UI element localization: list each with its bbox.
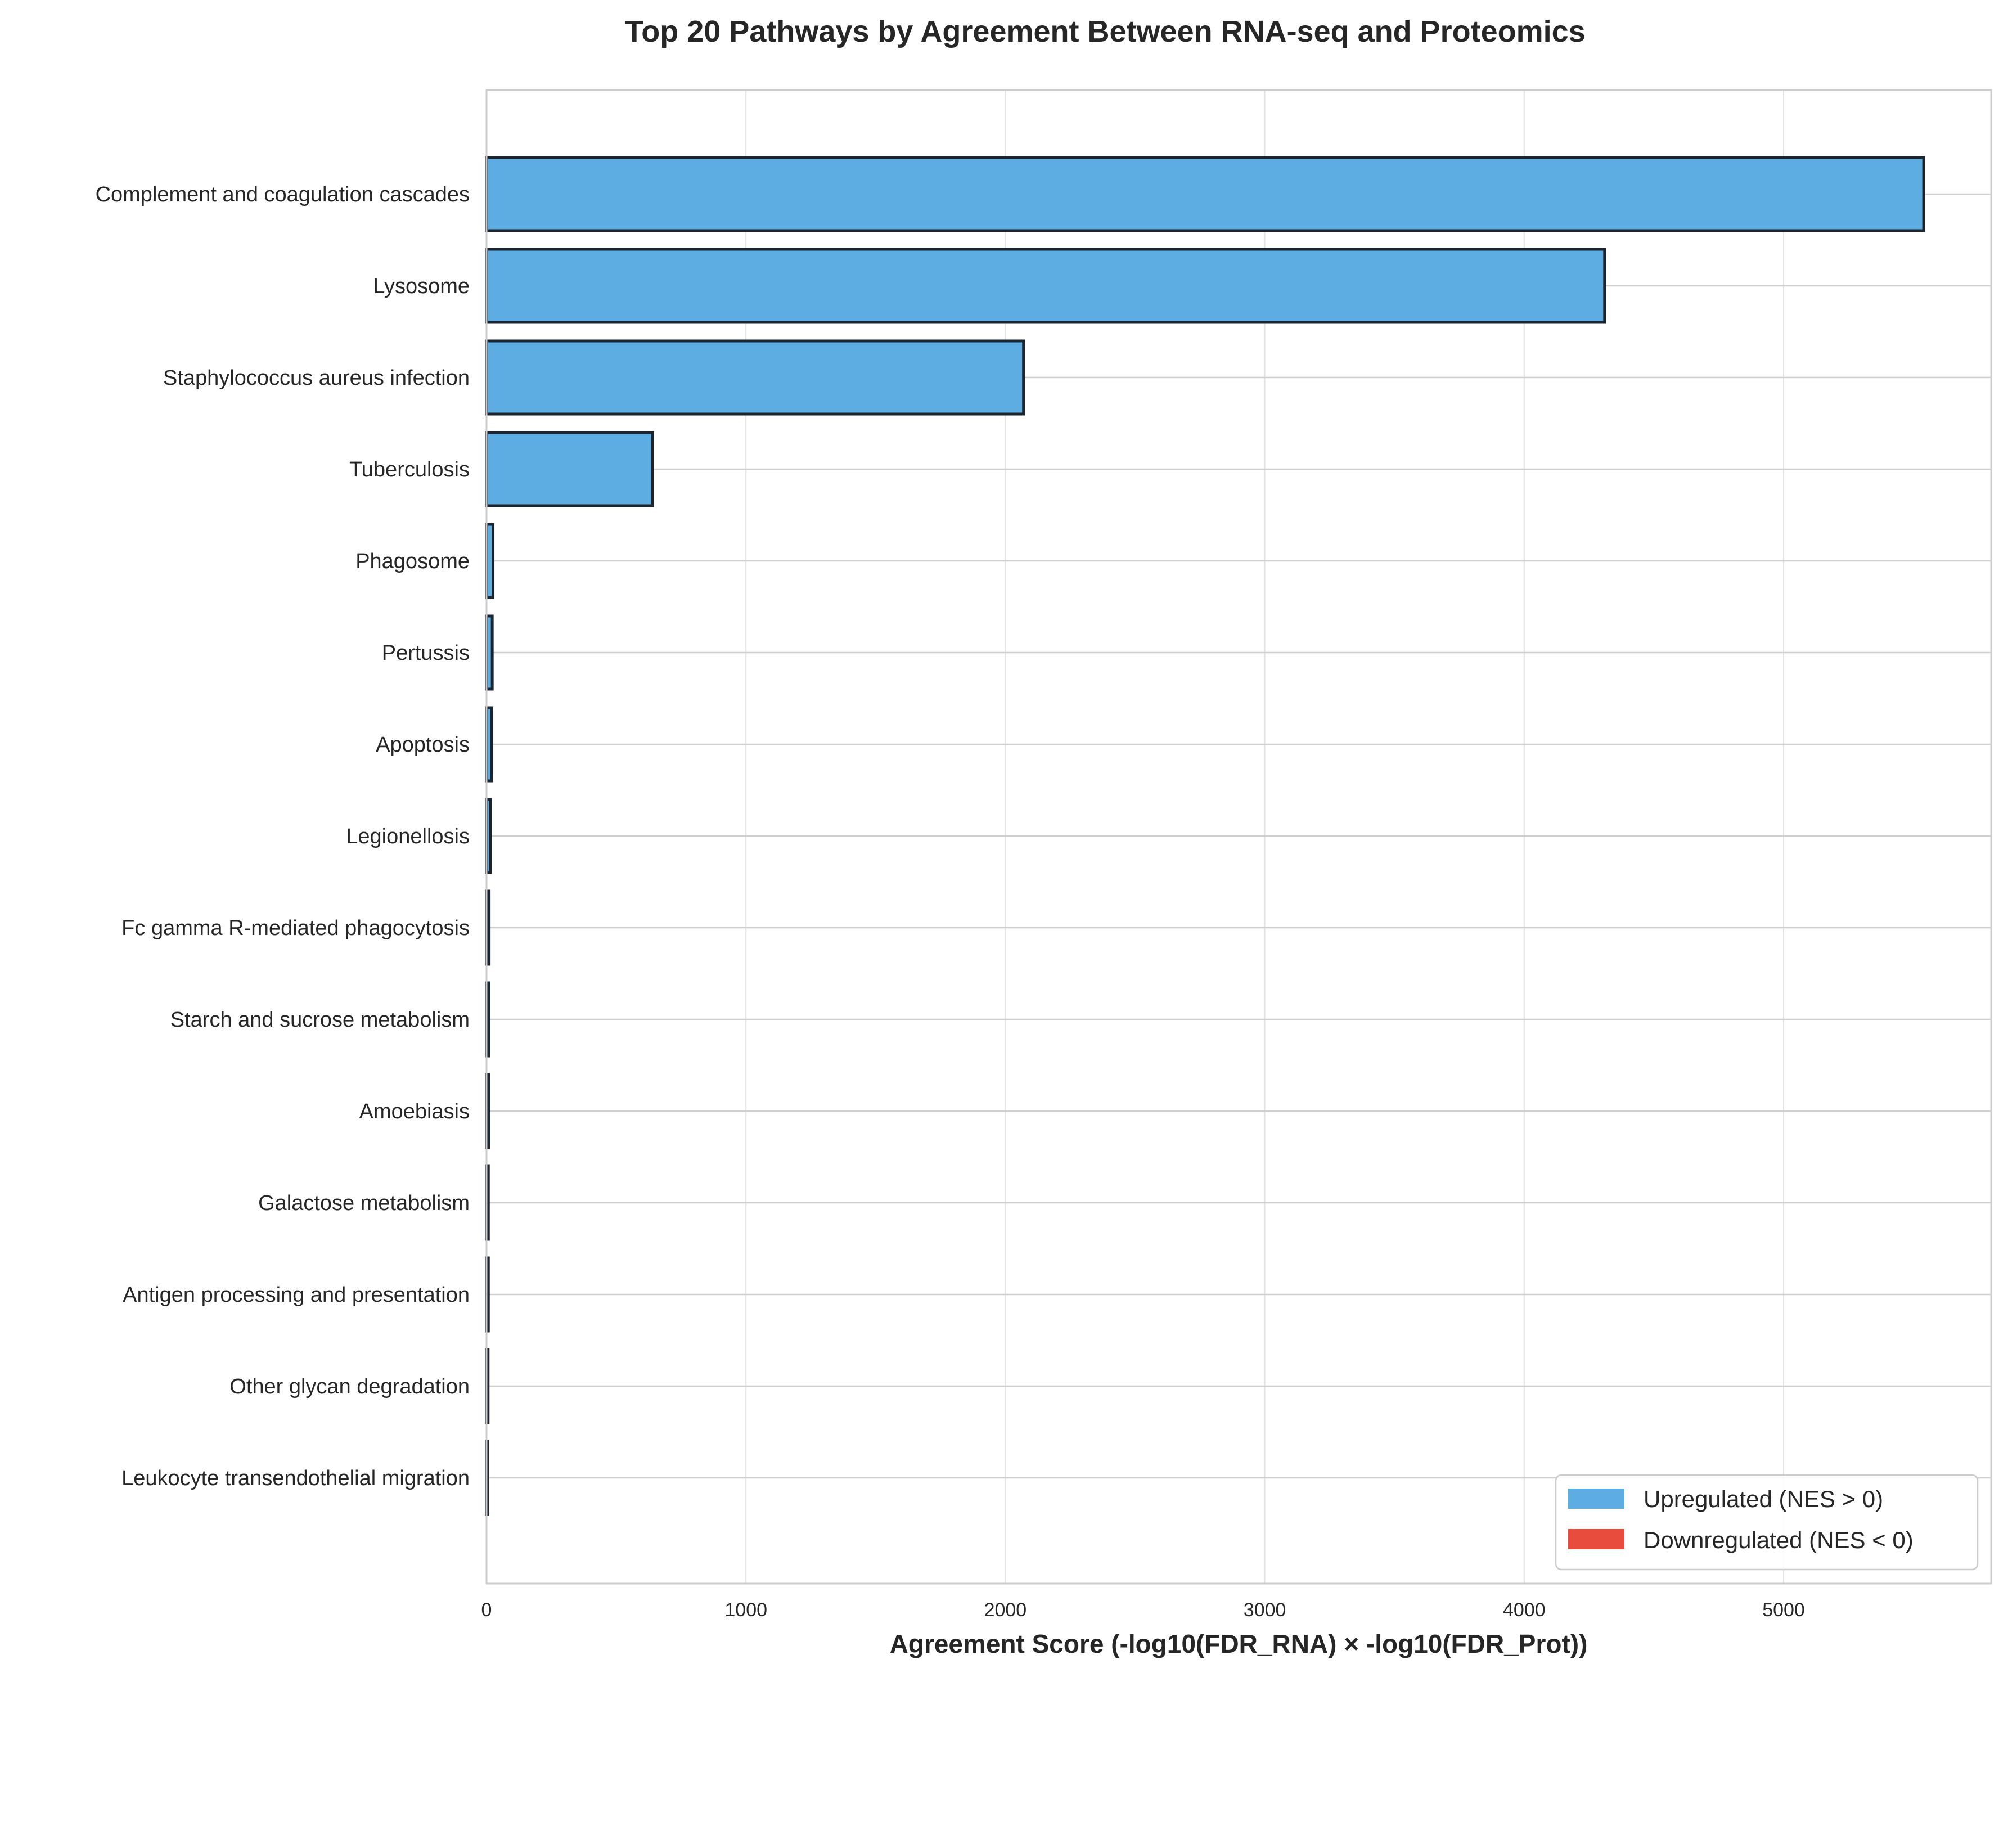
y-tick-label: Pertussis [382, 641, 470, 665]
x-tick-label: 0 [481, 1599, 492, 1621]
bar [485, 156, 1925, 232]
y-tick-labels: Complement and coagulation cascades Lysos… [96, 183, 470, 1490]
bar [485, 523, 495, 599]
y-tick-label: Amoebiasis [359, 1100, 470, 1123]
y-tick-label: Tuberculosis [349, 458, 470, 482]
legend-label-downregulated: Downregulated (NES < 0) [1644, 1527, 1914, 1553]
y-tick-label: Phagosome [355, 550, 470, 573]
bar [485, 248, 1606, 324]
x-tick-label: 4000 [1503, 1599, 1546, 1621]
plot-frame [485, 89, 1992, 1585]
y-tick-label: Leukocyte transendothelial migration [121, 1467, 470, 1490]
y-tick-label: Fc gamma R-mediated phagocytosis [121, 916, 470, 940]
x-tick-label: 2000 [984, 1599, 1027, 1621]
legend-label-upregulated: Upregulated (NES > 0) [1644, 1486, 1883, 1512]
y-tick-label: Starch and sucrose metabolism [170, 1008, 470, 1032]
legend: Upregulated (NES > 0) Downregulated (NES… [1555, 1474, 1979, 1571]
bar [485, 431, 654, 507]
y-tick-label: Lysosome [373, 275, 470, 298]
y-tick-label: Galactose metabolism [258, 1191, 470, 1215]
x-tick-label: 3000 [1244, 1599, 1286, 1621]
y-tick-label: Antigen processing and presentation [123, 1283, 470, 1307]
legend-swatch-upregulated [1568, 1489, 1624, 1509]
y-tick-label: Other glycan degradation [229, 1375, 470, 1399]
bar [485, 614, 494, 691]
bar [485, 339, 1025, 416]
y-tick-label: Complement and coagulation cascades [96, 183, 470, 206]
bars-layer [485, 156, 1925, 1516]
x-tick-labels: 0 1000 2000 3000 4000 5000 [481, 1599, 1805, 1621]
x-tick-label: 1000 [724, 1599, 767, 1621]
legend-box [1555, 1474, 1979, 1571]
y-tick-label: Apoptosis [376, 733, 470, 757]
x-tick-label: 5000 [1762, 1599, 1805, 1621]
y-tick-label: Legionellosis [346, 825, 470, 848]
chart-title: Top 20 Pathways by Agreement Between RNA… [625, 15, 1585, 48]
y-tick-label: Staphylococcus aureus infection [163, 366, 470, 390]
legend-swatch-downregulated [1568, 1529, 1624, 1549]
x-axis-label: Agreement Score (-log10(FDR_RNA) × -log1… [890, 1629, 1588, 1658]
